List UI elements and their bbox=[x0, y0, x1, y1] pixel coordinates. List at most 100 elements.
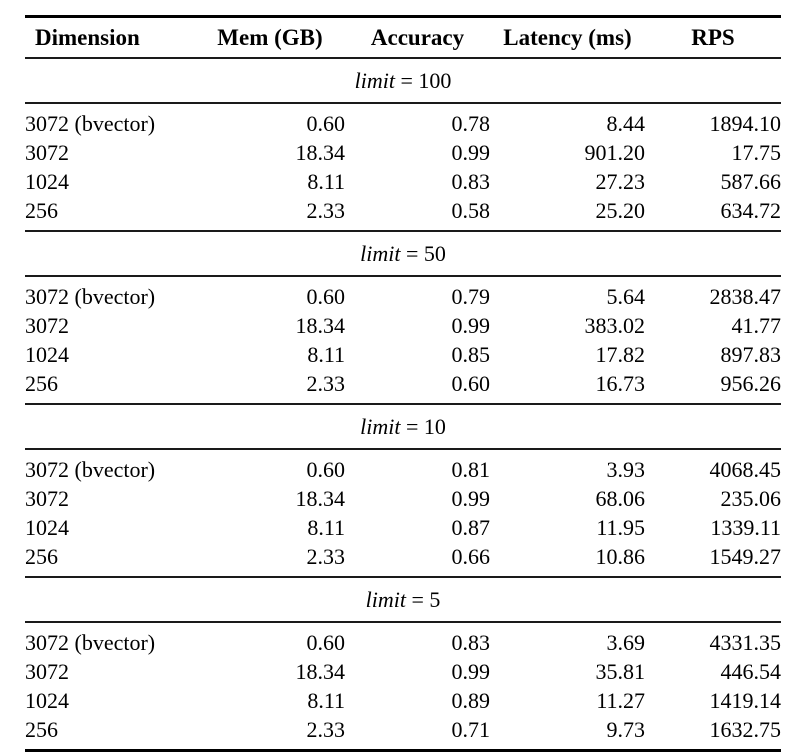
section-label-value: = 5 bbox=[405, 586, 441, 612]
column-header-latency: Latency (ms) bbox=[503, 25, 632, 50]
cell-mem: 2.33 bbox=[306, 197, 346, 223]
table-row: 256 2.33 0.66 10.86 1549.27 bbox=[25, 542, 781, 577]
column-header-dimension: Dimension bbox=[35, 25, 140, 50]
table-row: 1024 8.11 0.83 27.23 587.66 bbox=[25, 167, 781, 196]
cell-rps: 1549.27 bbox=[709, 543, 782, 569]
cell-rps: 1339.11 bbox=[710, 514, 781, 540]
cell-latency: 3.69 bbox=[606, 629, 646, 655]
section-label: limit = 100 bbox=[25, 58, 781, 103]
cell-dimension: 1024 bbox=[25, 514, 69, 540]
cell-mem: 2.33 bbox=[306, 716, 346, 742]
cell-mem: 18.34 bbox=[295, 485, 346, 511]
section-label-row: limit = 50 bbox=[25, 231, 781, 276]
section-label-row: limit = 10 bbox=[25, 404, 781, 449]
cell-mem: 18.34 bbox=[295, 139, 346, 165]
section-label-variable: limit bbox=[360, 413, 401, 439]
cell-rps: 587.66 bbox=[720, 168, 782, 194]
cell-rps: 446.54 bbox=[720, 658, 782, 684]
cell-mem: 18.34 bbox=[295, 312, 346, 338]
cell-rps: 17.75 bbox=[731, 139, 782, 165]
cell-accuracy: 0.89 bbox=[451, 687, 491, 713]
table-header: Dimension Mem (GB) Accuracy Latency (ms)… bbox=[25, 17, 781, 58]
cell-mem: 0.60 bbox=[306, 629, 346, 655]
cell-latency: 11.27 bbox=[596, 687, 645, 713]
section-label-row: limit = 100 bbox=[25, 58, 781, 103]
table-row: 3072 18.34 0.99 383.02 41.77 bbox=[25, 311, 781, 340]
cell-latency: 27.23 bbox=[595, 168, 646, 194]
table-row: 3072 (bvector) 0.60 0.79 5.64 2838.47 bbox=[25, 276, 781, 311]
cell-dimension: 1024 bbox=[25, 341, 69, 367]
cell-accuracy: 0.85 bbox=[451, 341, 491, 367]
cell-mem: 8.11 bbox=[307, 514, 345, 540]
column-header-accuracy: Accuracy bbox=[370, 25, 465, 50]
cell-accuracy: 0.99 bbox=[451, 312, 491, 338]
cell-dimension: 3072 (bvector) bbox=[25, 456, 156, 482]
cell-latency: 8.44 bbox=[606, 110, 646, 136]
cell-latency: 383.02 bbox=[584, 312, 646, 338]
table-row: 256 2.33 0.71 9.73 1632.75 bbox=[25, 715, 781, 751]
cell-rps: 235.06 bbox=[720, 485, 782, 511]
cell-accuracy: 0.66 bbox=[451, 543, 491, 569]
cell-dimension: 3072 (bvector) bbox=[25, 110, 156, 136]
cell-rps: 634.72 bbox=[720, 197, 782, 223]
cell-accuracy: 0.79 bbox=[451, 283, 491, 309]
cell-dimension: 256 bbox=[25, 543, 58, 569]
cell-accuracy: 0.99 bbox=[451, 658, 491, 684]
section-label-variable: limit bbox=[354, 67, 395, 93]
cell-accuracy: 0.60 bbox=[451, 370, 491, 396]
cell-dimension: 256 bbox=[25, 370, 58, 396]
cell-dimension: 256 bbox=[25, 716, 58, 742]
cell-dimension: 3072 bbox=[25, 485, 69, 511]
section-label-variable: limit bbox=[360, 240, 401, 266]
cell-accuracy: 0.78 bbox=[451, 110, 491, 136]
cell-latency: 25.20 bbox=[595, 197, 646, 223]
table-row: 3072 18.34 0.99 68.06 235.06 bbox=[25, 484, 781, 513]
section-label-value: = 50 bbox=[400, 240, 446, 266]
cell-accuracy: 0.58 bbox=[451, 197, 491, 223]
cell-accuracy: 0.71 bbox=[451, 716, 491, 742]
cell-accuracy: 0.83 bbox=[451, 168, 491, 194]
header-row: Dimension Mem (GB) Accuracy Latency (ms)… bbox=[25, 17, 781, 58]
cell-rps: 4068.45 bbox=[709, 456, 782, 482]
cell-latency: 901.20 bbox=[584, 139, 646, 165]
table-row: 3072 18.34 0.99 901.20 17.75 bbox=[25, 138, 781, 167]
cell-rps: 2838.47 bbox=[709, 283, 782, 309]
cell-accuracy: 0.99 bbox=[451, 485, 491, 511]
cell-mem: 0.60 bbox=[306, 456, 346, 482]
table-row: 3072 (bvector) 0.60 0.81 3.93 4068.45 bbox=[25, 449, 781, 484]
table-row: 3072 18.34 0.99 35.81 446.54 bbox=[25, 657, 781, 686]
cell-latency: 5.64 bbox=[606, 283, 646, 309]
cell-dimension: 3072 bbox=[25, 312, 69, 338]
cell-mem: 2.33 bbox=[306, 543, 346, 569]
cell-latency: 68.06 bbox=[595, 485, 646, 511]
cell-rps: 4331.35 bbox=[709, 629, 782, 655]
cell-mem: 0.60 bbox=[306, 110, 346, 136]
table-row: 1024 8.11 0.85 17.82 897.83 bbox=[25, 340, 781, 369]
table-row: 3072 (bvector) 0.60 0.78 8.44 1894.10 bbox=[25, 103, 781, 138]
cell-dimension: 3072 bbox=[25, 139, 69, 165]
cell-rps: 41.77 bbox=[731, 312, 782, 338]
cell-dimension: 3072 bbox=[25, 658, 69, 684]
benchmark-table: Dimension Mem (GB) Accuracy Latency (ms)… bbox=[25, 15, 781, 752]
cell-mem: 18.34 bbox=[295, 658, 346, 684]
column-header-rps: RPS bbox=[691, 25, 735, 50]
cell-rps: 1632.75 bbox=[709, 716, 782, 742]
cell-accuracy: 0.99 bbox=[451, 139, 491, 165]
section-label: limit = 50 bbox=[25, 231, 781, 276]
cell-latency: 17.82 bbox=[595, 341, 646, 367]
table-row: 256 2.33 0.60 16.73 956.26 bbox=[25, 369, 781, 404]
cell-latency: 3.93 bbox=[606, 456, 646, 482]
cell-dimension: 3072 (bvector) bbox=[25, 629, 156, 655]
cell-mem: 0.60 bbox=[306, 283, 346, 309]
cell-dimension: 3072 (bvector) bbox=[25, 283, 156, 309]
cell-accuracy: 0.87 bbox=[451, 514, 491, 540]
section-label-row: limit = 5 bbox=[25, 577, 781, 622]
table-body: limit = 100 3072 (bvector) 0.60 0.78 8.44 189… bbox=[25, 58, 781, 751]
cell-mem: 2.33 bbox=[306, 370, 346, 396]
cell-accuracy: 0.81 bbox=[451, 456, 491, 482]
section-label-value: = 100 bbox=[394, 67, 452, 93]
cell-rps: 897.83 bbox=[720, 341, 782, 367]
cell-accuracy: 0.83 bbox=[451, 629, 491, 655]
cell-mem: 8.11 bbox=[307, 168, 345, 194]
cell-rps: 1419.14 bbox=[709, 687, 782, 713]
